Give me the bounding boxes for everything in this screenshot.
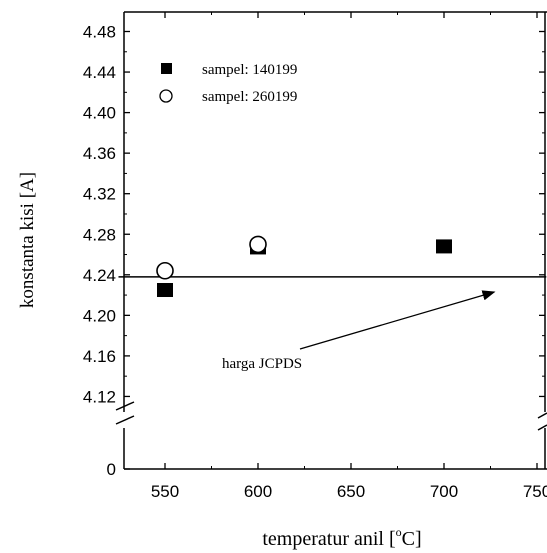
y-tick-label: 4.24 bbox=[83, 266, 116, 285]
y-tick-label-zero: 0 bbox=[107, 460, 116, 479]
y-tick-label: 4.12 bbox=[83, 387, 116, 406]
y-tick-label: 4.48 bbox=[83, 23, 116, 42]
data-markers bbox=[156, 235, 452, 298]
x-tick-label: 600 bbox=[244, 482, 272, 501]
x-tick-label: 700 bbox=[430, 482, 458, 501]
x-axis-label-main: temperatur anil [ bbox=[262, 528, 395, 550]
jcpds-annotation-label: harga JCPDS bbox=[222, 356, 302, 372]
legend-label-series-1: sampel: 140199 bbox=[202, 62, 297, 78]
legend: sampel: 140199 sampel: 260199 bbox=[159, 62, 297, 105]
data-point-circle bbox=[249, 235, 267, 254]
x-tick-label: 650 bbox=[337, 482, 365, 501]
legend-label-series-2: sampel: 260199 bbox=[202, 89, 297, 105]
x-axis-label-unit: C] bbox=[402, 528, 422, 550]
y-tick-label: 4.28 bbox=[83, 225, 116, 244]
jcpds-annotation-arrow bbox=[299, 290, 496, 350]
x-tick-label: 750 bbox=[523, 482, 547, 501]
y-axis-ticks: 4.48 4.44 4.40 4.36 4.32 4.28 4.24 4.20 4.16 4.12… bbox=[83, 23, 545, 479]
y-tick-label: 4.32 bbox=[83, 185, 116, 204]
y-tick-label: 4.16 bbox=[83, 347, 116, 366]
x-axis-label: temperatur anil [oC] bbox=[262, 525, 421, 550]
x-axis-label-degree: o bbox=[396, 525, 402, 539]
legend-square-icon bbox=[161, 63, 172, 74]
plot-frame bbox=[115, 11, 547, 470]
x-axis-ticks: 550600650700750800 bbox=[151, 12, 547, 501]
legend-circle-icon bbox=[159, 89, 173, 103]
data-point-square bbox=[157, 283, 173, 298]
y-tick-label: 4.20 bbox=[83, 306, 116, 325]
y-tick-label: 4.40 bbox=[83, 104, 116, 123]
axis-break-left bbox=[115, 401, 135, 425]
data-point-circle bbox=[156, 261, 174, 280]
y-axis-label: konstanta kisi [A] bbox=[17, 172, 38, 308]
axis-break-right bbox=[537, 412, 547, 431]
y-tick-label: 4.44 bbox=[83, 63, 116, 82]
x-tick-label: 550 bbox=[151, 482, 179, 501]
y-tick-label: 4.36 bbox=[83, 144, 116, 163]
data-point-square bbox=[436, 239, 452, 254]
